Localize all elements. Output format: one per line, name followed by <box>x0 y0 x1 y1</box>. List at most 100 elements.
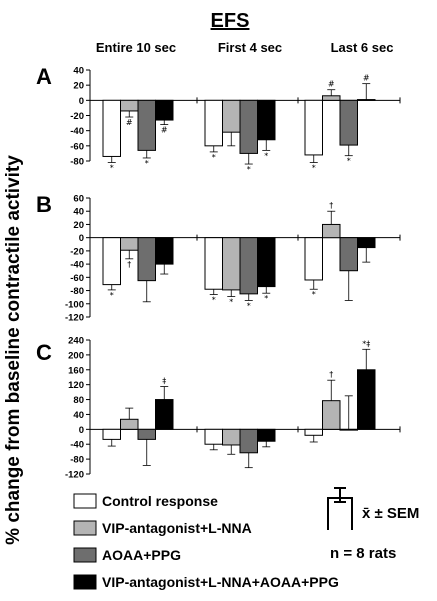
y-tick-label: -120 <box>65 470 84 481</box>
legend-swatch-aoaa <box>73 547 97 563</box>
y-tick-label: -40 <box>70 126 84 137</box>
y-tick-label: 0 <box>79 96 84 107</box>
panel-b: B 60 40 20 0 -20 -40 -60 -80 -100 -120 * * * † * † * * <box>36 192 401 324</box>
legend-stat: x̄ ± SEM <box>362 505 419 522</box>
significance-mark: * <box>247 165 251 174</box>
y-tick-label: -80 <box>70 286 84 297</box>
y-axis-label: % change from baseline contractile activ… <box>3 155 24 545</box>
y-tick-label: 40 <box>73 66 84 77</box>
bar <box>257 99 276 141</box>
y-tick-label: -80 <box>70 157 84 168</box>
panel-a: A 40 20 0 -20 -40 -60 -80 * * * # # * * * # * # <box>36 64 401 174</box>
y-tick-label: 20 <box>73 81 84 92</box>
bar <box>304 428 323 436</box>
y-tick-label: 120 <box>68 380 84 391</box>
significance-mark: † <box>329 370 333 379</box>
bar <box>137 237 156 282</box>
significance-mark: * <box>212 153 216 162</box>
y-tick-label: 80 <box>73 395 84 406</box>
y-tick-label: -120 <box>65 313 84 324</box>
bar <box>222 428 241 446</box>
bar <box>339 99 358 146</box>
bar <box>239 428 258 454</box>
y-tick-label: 0 <box>79 233 84 244</box>
significance-mark: # <box>126 118 133 127</box>
bar <box>120 418 139 430</box>
bar <box>322 95 341 101</box>
bar <box>137 428 156 440</box>
y-tick-label: 240 <box>68 336 84 347</box>
legend-label-vip-antagonist: VIP-antagonist+L-NNA <box>102 520 252 536</box>
bar <box>204 428 223 445</box>
bar <box>102 237 121 286</box>
y-tick-label: 60 <box>73 194 84 205</box>
bar <box>102 428 121 440</box>
significance-mark: # <box>328 80 335 89</box>
significance-mark: * <box>110 291 114 300</box>
bar <box>239 237 258 295</box>
bar <box>339 237 358 272</box>
legend-swatch-combined <box>73 574 97 590</box>
y-tick-label: 40 <box>73 410 84 421</box>
significance-mark: † <box>329 201 333 210</box>
bar <box>304 99 323 156</box>
group-label-entire: Entire 10 sec <box>96 40 176 55</box>
y-tick-label: -60 <box>70 273 84 284</box>
y-tick-label: 40 <box>73 207 84 218</box>
significance-mark: ‡ <box>162 377 166 386</box>
significance-mark: * <box>229 298 233 307</box>
legend-label-combined: VIP-antagonist+L-NNA+AOAA+PPG <box>102 574 339 590</box>
y-tick-label: 20 <box>73 220 84 231</box>
bar <box>239 99 258 154</box>
y-tick-label: 160 <box>68 365 84 376</box>
significance-mark: # <box>363 74 370 83</box>
panel-label-a: A <box>36 64 52 89</box>
y-tick-label: -40 <box>70 260 84 271</box>
bar <box>339 428 358 431</box>
bar <box>204 237 223 290</box>
bar <box>357 99 376 101</box>
significance-mark: * <box>145 159 149 168</box>
y-tick-label: 0 <box>79 425 84 436</box>
panel-label-b: B <box>36 192 52 217</box>
y-tick-label: -40 <box>70 440 84 451</box>
significance-mark: * <box>347 157 351 166</box>
sem-legend-icon <box>327 487 353 530</box>
y-tick-label: -20 <box>70 246 84 257</box>
chart-title: EFS <box>211 10 250 32</box>
bar <box>222 99 241 133</box>
significance-mark: * <box>312 164 316 173</box>
bar <box>137 99 156 151</box>
bar <box>257 237 276 288</box>
y-tick-label: -100 <box>65 299 84 310</box>
bar <box>257 428 276 442</box>
y-tick-label: -60 <box>70 141 84 152</box>
significance-mark: * <box>312 290 316 299</box>
group-label-first: First 4 sec <box>218 40 282 55</box>
bar <box>155 399 174 430</box>
legend-n: n = 8 rats <box>330 545 396 562</box>
panel-c: C 240 200 160 120 80 40 0 -40 -80 -120 † ‡ *‡ <box>36 336 401 481</box>
panel-label-c: C <box>36 340 52 365</box>
y-tick-label: -80 <box>70 455 84 466</box>
group-label-last: Last 6 sec <box>331 40 394 55</box>
significance-mark: * <box>264 151 268 160</box>
significance-mark: * <box>110 164 114 173</box>
significance-mark: * <box>264 294 268 303</box>
bar <box>120 99 139 112</box>
y-tick-label: 200 <box>68 350 84 361</box>
bar <box>357 369 376 430</box>
bar <box>322 400 341 430</box>
significance-mark: * <box>247 301 251 310</box>
y-tick-label: -20 <box>70 111 84 122</box>
bar <box>155 99 174 121</box>
bar <box>304 237 323 281</box>
bar <box>322 223 341 239</box>
bar <box>222 237 241 291</box>
significance-mark: * <box>212 296 216 305</box>
bar <box>120 237 139 251</box>
bar <box>357 237 376 249</box>
legend-swatch-control <box>73 493 97 509</box>
significance-mark: *‡ <box>362 339 370 348</box>
